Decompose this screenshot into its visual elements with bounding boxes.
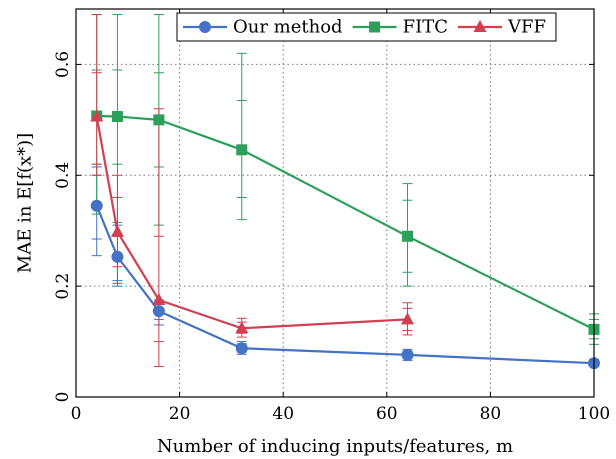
x-axis-label: Number of inducing inputs/features, m (157, 436, 513, 457)
series-line-2 (95, 116, 408, 330)
series-line-0 (95, 205, 595, 365)
y-tick-label: 0.4 (53, 162, 73, 189)
error-bars-series-2 (91, 14, 413, 368)
x-tick-labels: 0 20 40 60 80 100 (71, 404, 611, 424)
x-tick-label: 80 (480, 404, 502, 424)
data-point (90, 199, 103, 212)
x-tick-label: 20 (169, 404, 191, 424)
data-point (401, 348, 414, 361)
y-axis-label: MAE in E[f(x*)] (15, 133, 36, 273)
data-point (90, 109, 104, 122)
data-point (402, 230, 414, 242)
grid (76, 9, 594, 397)
x-tick-label: 0 (71, 404, 82, 424)
y-tick-label: 0.6 (53, 51, 73, 78)
data-point (152, 293, 166, 305)
error-bars (91, 14, 599, 368)
data-point (111, 250, 124, 263)
axis-ticks (75, 9, 595, 398)
series-markers (90, 109, 600, 370)
series-lines (95, 114, 595, 365)
legend-label-1: FITC (403, 17, 448, 38)
legend-label-0: Our method (233, 17, 343, 38)
y-tick-label: 0 (53, 392, 73, 403)
legend-label-2: VFF (507, 17, 546, 38)
data-point (236, 144, 248, 156)
data-point (235, 342, 248, 355)
data-point (111, 111, 123, 123)
markers-series-0 (90, 199, 600, 370)
data-point (153, 114, 165, 126)
legend-marker-1 (369, 21, 381, 33)
data-point (401, 312, 415, 325)
data-point (110, 224, 124, 237)
series-line-1 (96, 114, 595, 331)
legend-marker-2 (473, 20, 487, 32)
data-point (152, 305, 165, 318)
y-tick-labels: 0 0.2 0.4 0.6 (53, 51, 73, 403)
markers-series-2 (90, 109, 415, 334)
x-tick-label: 100 (578, 404, 610, 424)
x-tick-label: 40 (272, 404, 294, 424)
x-tick-label: 60 (376, 404, 398, 424)
markers-series-1 (91, 110, 600, 335)
error-bars-series-0 (91, 166, 599, 368)
legend-marker-0 (199, 21, 211, 33)
y-tick-label: 0.2 (53, 273, 73, 300)
data-point (235, 321, 249, 334)
legend: Our method FITC VFF (176, 12, 557, 42)
plot-frame (75, 8, 595, 398)
